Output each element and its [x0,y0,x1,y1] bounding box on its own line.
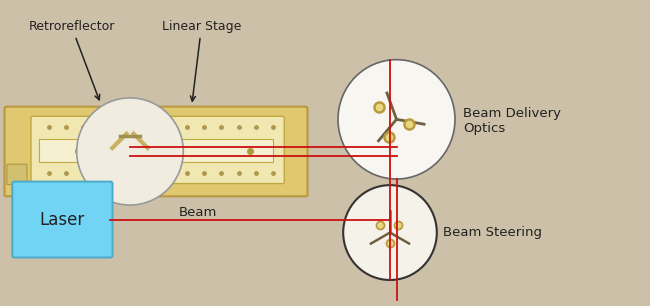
FancyBboxPatch shape [5,106,307,196]
FancyBboxPatch shape [31,116,284,184]
FancyBboxPatch shape [12,181,112,258]
Text: Laser: Laser [40,211,85,229]
Text: Beam Steering: Beam Steering [443,226,542,239]
Text: Retroreflector: Retroreflector [29,20,114,100]
Text: Linear Stage: Linear Stage [162,20,241,101]
Ellipse shape [338,60,455,179]
Bar [39,139,273,162]
Text: Beam: Beam [179,206,218,219]
Ellipse shape [77,98,183,205]
Text: Beam Delivery
Optics: Beam Delivery Optics [463,107,561,135]
Ellipse shape [343,185,437,280]
FancyBboxPatch shape [6,164,27,185]
